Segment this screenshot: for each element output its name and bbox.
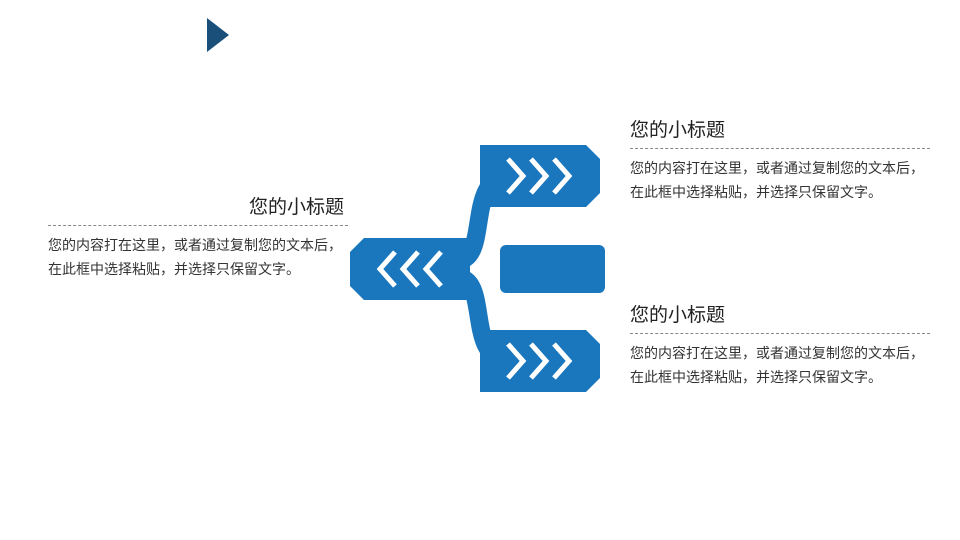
bottom-right-body: 您的内容打在这里，或者通过复制您的文本后，在此框中选择粘贴，并选择只保留文字。 xyxy=(630,342,930,390)
bottom-right-heading: 您的小标题 xyxy=(630,300,930,334)
top-right-heading: 您的小标题 xyxy=(630,115,930,149)
top-tag-shape xyxy=(480,145,600,207)
left-heading: 您的小标题 xyxy=(48,192,348,226)
top-right-body: 您的内容打在这里，或者通过复制您的文本后，在此框中选择粘贴，并选择只保留文字。 xyxy=(630,157,930,205)
title-banner: 点击添加标题文本 xyxy=(35,18,229,52)
center-rect-shape xyxy=(500,245,605,293)
bottom-right-text-block: 您的小标题 您的内容打在这里，或者通过复制您的文本后，在此框中选择粘贴，并选择只… xyxy=(630,300,930,390)
bottom-tag-shape xyxy=(480,330,600,392)
left-body: 您的内容打在这里，或者通过复制您的文本后，在此框中选择粘贴，并选择只保留文字。 xyxy=(48,234,348,282)
top-right-text-block: 您的小标题 您的内容打在这里，或者通过复制您的文本后，在此框中选择粘贴，并选择只… xyxy=(630,115,930,205)
left-text-block: 您的小标题 您的内容打在这里，或者通过复制您的文本后，在此框中选择粘贴，并选择只… xyxy=(48,192,348,282)
left-tag-shape xyxy=(350,238,470,300)
title-text: 点击添加标题文本 xyxy=(35,18,207,52)
title-arrow-icon xyxy=(207,18,229,52)
branching-diagram xyxy=(350,130,630,420)
